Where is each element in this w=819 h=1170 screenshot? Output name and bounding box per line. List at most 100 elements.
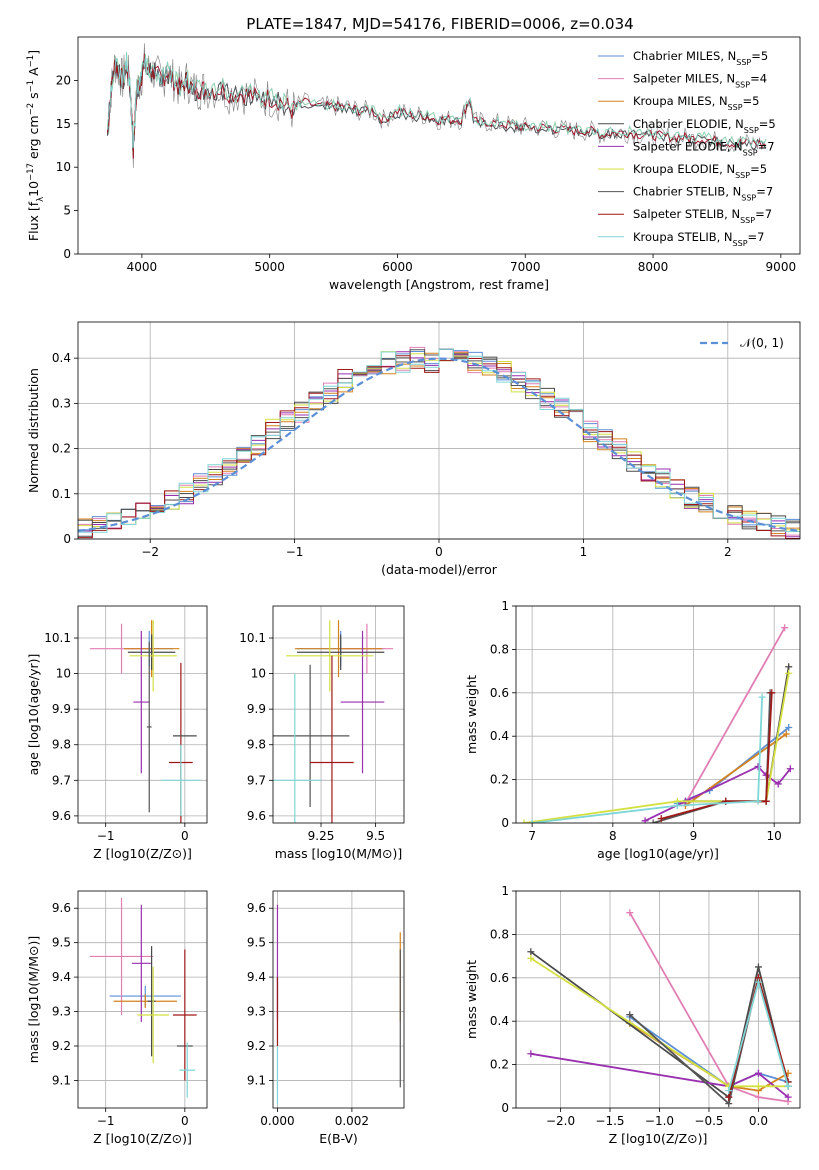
y-tick-label: 9.9 <box>52 702 71 716</box>
y-tick-label: 9.6 <box>52 901 71 915</box>
y-tick-label: 9.8 <box>247 738 266 752</box>
legend-entry: 𝒩(0, 1) <box>740 336 784 350</box>
axes-frame <box>77 36 801 255</box>
legend-entry-sub: SSP <box>728 103 743 112</box>
legend-entry-name: Kroupa STELIB, N <box>633 230 733 244</box>
x-tick-label: 0.002 <box>335 1114 369 1128</box>
series-line <box>531 697 763 823</box>
y-tick-label: 0.6 <box>490 971 509 985</box>
x-tick-label: −1 <box>97 829 115 843</box>
legend-entry: Kroupa STELIB, NSSP=7 <box>633 230 764 248</box>
legend-entry: Kroupa MILES, NSSP=5 <box>633 94 759 112</box>
plot-area <box>89 620 201 823</box>
legend-entry-count: =7 <box>755 207 772 221</box>
x-tick-label: −1 <box>97 1114 115 1128</box>
y-axis-label: Flux [fλ10−17 erg cm−2 s−1 A−1] <box>26 50 46 241</box>
data-point-marker <box>754 978 762 986</box>
x-tick-label: −1 <box>286 545 304 559</box>
legend-entry: Salpeter MILES, NSSP=4 <box>633 72 767 90</box>
x-tick-label: 9.25 <box>308 829 335 843</box>
legend-entry-count: =4 <box>750 72 767 86</box>
legend-entry-count: =5 <box>759 117 776 131</box>
legend-entry-name: Salpeter MILES, N <box>633 72 735 86</box>
axes-frame <box>272 890 405 1109</box>
legend-entry-sub: SSP <box>735 171 750 180</box>
y-tick-label: 0.2 <box>490 773 509 787</box>
y-tick-label: 0.8 <box>490 927 509 941</box>
y-axis-label-part: −2 <box>26 103 36 116</box>
x-tick-label: 0 <box>181 829 189 843</box>
y-axis-label-part: −1 <box>26 55 36 68</box>
x-axis-label: E(B-V) <box>319 1131 358 1146</box>
x-tick-label: 2 <box>724 545 732 559</box>
y-axis-label-part: s <box>26 92 41 103</box>
data-point-marker <box>725 1100 733 1108</box>
y-tick-label: 9.5 <box>52 936 71 950</box>
legend-entry-name: Salpeter ELODIE, N <box>633 139 743 153</box>
y-tick-label: 0.8 <box>490 642 509 656</box>
data-point-marker <box>754 1093 762 1101</box>
axes-frame <box>77 890 208 1109</box>
x-tick-label: 0 <box>435 545 443 559</box>
legend-entry-sub: SSP <box>735 80 750 89</box>
series-line <box>523 673 790 823</box>
axes-frame <box>272 605 405 824</box>
panel-massweight-vs-age: 7 8 9 10 0 0.2 0.4 0.6 0.8 1 age [log10(age/yr)] ma… <box>464 599 801 861</box>
data-spectrum-line <box>107 43 767 169</box>
x-tick-label: 6000 <box>382 260 413 274</box>
plot-area <box>273 620 394 823</box>
y-axis-label-part: −1 <box>26 80 36 93</box>
data-point-marker <box>784 1082 792 1090</box>
data-point-marker <box>527 1050 535 1058</box>
data-point-marker <box>782 730 790 738</box>
data-point-marker <box>762 797 770 805</box>
y-axis-label-part: λ <box>36 197 46 202</box>
plot-area <box>527 909 792 1108</box>
data-point-marker <box>754 763 762 771</box>
y-tick-label: 0.4 <box>490 729 509 743</box>
figure-title: PLATE=1847, MJD=54176, FIBERID=0006, z=0… <box>246 15 633 33</box>
y-tick-label: 9.4 <box>247 970 266 984</box>
y-tick-label: 0.1 <box>52 487 71 501</box>
data-point-marker <box>528 819 536 823</box>
legend-entry-name: Chabrier MILES, N <box>633 49 736 63</box>
data-point-marker <box>758 693 766 701</box>
data-point-marker <box>785 724 793 732</box>
x-tick-label: 7 <box>528 829 536 843</box>
legend-entry-count: =5 <box>751 49 768 63</box>
legend-entry-sub: SSP <box>741 193 756 202</box>
x-axis-label: Z [log10(Z/Z⊙)] <box>93 1131 192 1146</box>
x-tick-label: 8 <box>609 829 617 843</box>
plot-area <box>89 897 197 1098</box>
x-tick-label: 0.000 <box>260 1114 294 1128</box>
data-point-marker <box>626 1011 634 1019</box>
legend-entry-sub: SSP <box>744 125 759 134</box>
y-axis-label-part: ] <box>26 50 41 55</box>
x-axis-label: wavelength [Angstrom, rest frame] <box>329 277 549 292</box>
x-tick-label: 9000 <box>766 260 797 274</box>
y-tick-label: 9.8 <box>52 738 71 752</box>
panels: 4000 5000 6000 7000 8000 900005101520waveleng… <box>26 36 801 1146</box>
data-point-marker <box>774 780 782 788</box>
y-axis-label: mass weight <box>464 960 479 1039</box>
y-tick-label: 0 <box>501 816 509 830</box>
data-point-marker <box>784 1093 792 1101</box>
legend-entry-name: Chabrier ELODIE, N <box>633 117 744 131</box>
y-axis-label-part: erg cm <box>26 115 41 163</box>
legend-entry-name: Kroupa MILES, N <box>633 94 728 108</box>
panel-residuals: −2 −1 0 1 2 0 0.1 0.2 0.3 0.4 (data-model)/error No… <box>26 321 801 577</box>
y-tick-label: 9.6 <box>247 809 266 823</box>
y-axis-label: mass [log10(M/M⊙)] <box>26 936 41 1064</box>
y-axis-label-part: Flux [f <box>26 201 41 241</box>
legend-entry-sub: SSP <box>733 238 748 247</box>
axes-frame <box>77 605 208 824</box>
legend-entry: Chabrier MILES, NSSP=5 <box>633 49 768 67</box>
series-line <box>530 957 789 1088</box>
y-tick-label: 1 <box>501 884 509 898</box>
panel-mass-vs-Z: −1 0 9.1 9.2 9.3 9.4 9.5 9.6 Z [log10(Z/Z⊙)] mass… <box>26 890 208 1146</box>
y-tick-label: 0.3 <box>52 396 71 410</box>
legend-entry-count: =5 <box>743 94 760 108</box>
axes-frame <box>515 890 801 1109</box>
data-point-marker <box>754 1069 762 1077</box>
x-axis-label: Z [log10(Z/Z⊙)] <box>609 1131 708 1146</box>
